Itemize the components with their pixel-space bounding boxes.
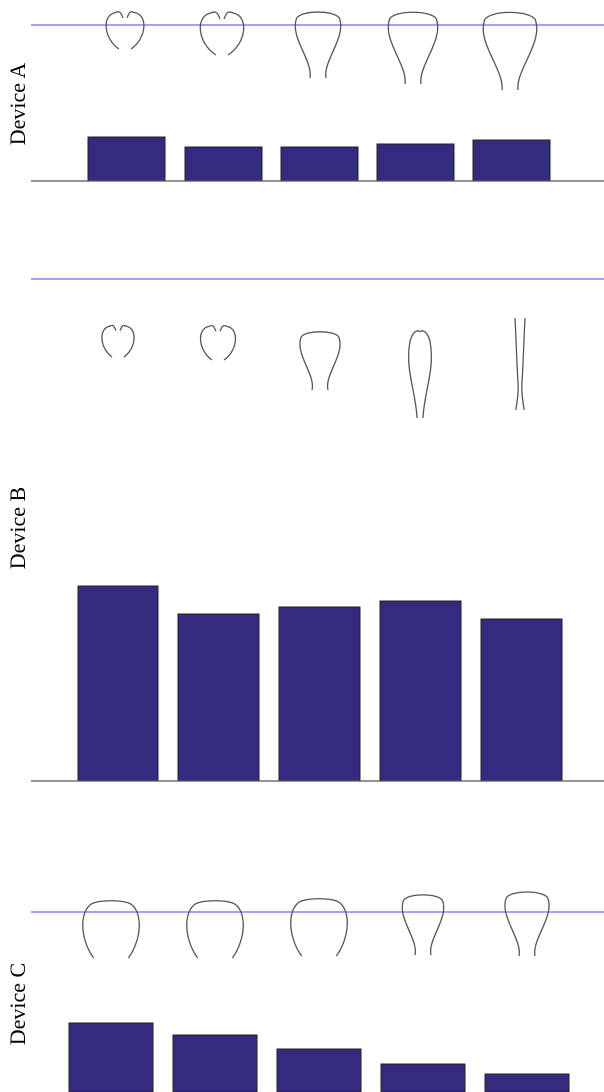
panel-device-a: Device A <box>5 11 604 182</box>
shape-outline <box>407 330 433 419</box>
bar <box>68 1022 154 1092</box>
bar <box>172 1034 258 1092</box>
y-axis-label: Device C <box>5 963 30 1045</box>
bar <box>276 1048 362 1092</box>
shape-outline <box>401 894 445 956</box>
bar <box>480 618 563 782</box>
bar <box>379 600 462 782</box>
bar <box>484 1073 570 1092</box>
panel-device-b: Device B <box>5 278 604 782</box>
shape-outline <box>186 900 244 959</box>
shape-outline <box>105 11 145 50</box>
shape-outline <box>504 891 550 957</box>
shape-outline <box>101 324 135 358</box>
bar <box>87 136 166 182</box>
bar <box>278 606 361 782</box>
y-axis-label: Device A <box>5 63 30 146</box>
shape-outline <box>482 11 538 91</box>
bar <box>380 1063 466 1092</box>
shape-outline <box>290 898 348 957</box>
shape-outline <box>199 11 245 56</box>
y-axis-label: Device B <box>5 487 30 569</box>
bar <box>184 146 263 182</box>
bar <box>177 613 260 782</box>
shape-outline <box>199 325 237 361</box>
shape-outline <box>387 11 439 85</box>
shape-outline <box>294 11 342 79</box>
bar <box>376 143 455 182</box>
shape-outline <box>514 317 526 411</box>
bar <box>280 146 359 182</box>
shape-outline <box>82 900 140 959</box>
panel-device-c: Device C <box>5 891 604 1092</box>
bar <box>472 139 551 182</box>
bar <box>77 585 159 782</box>
shape-outline <box>299 331 341 391</box>
